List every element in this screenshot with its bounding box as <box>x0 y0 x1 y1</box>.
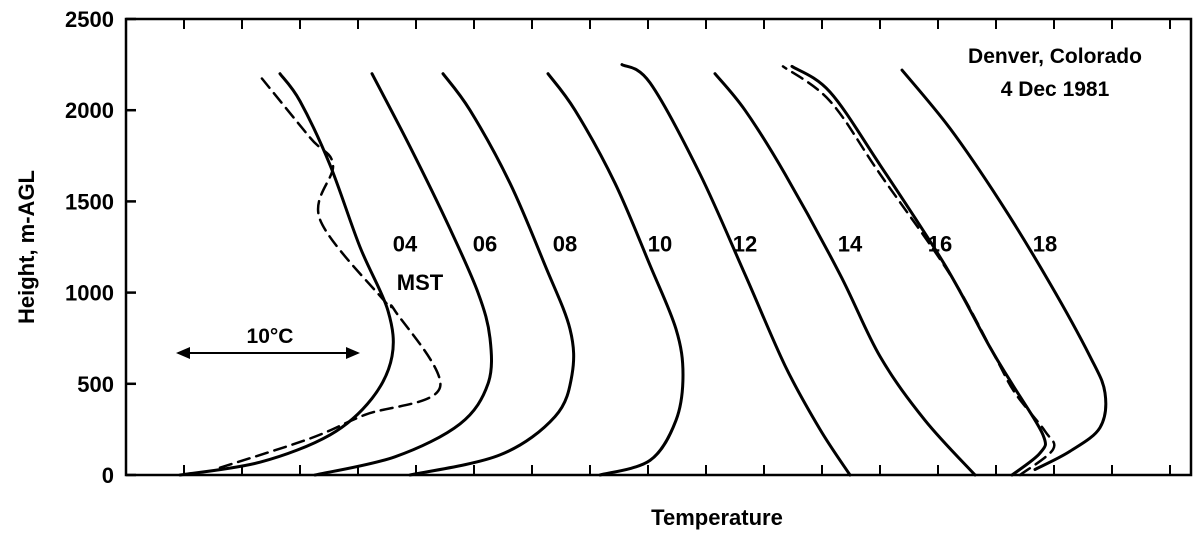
series-label-12: 12 <box>733 231 757 256</box>
x-axis-title: Temperature <box>651 505 783 530</box>
series-line-18 <box>900 68 1108 471</box>
date-annotation: 4 Dec 1981 <box>1001 78 1110 101</box>
series-label-10: 10 <box>648 231 672 256</box>
series-label-14: 14 <box>838 231 863 256</box>
series-line-06 <box>313 72 494 477</box>
scale-arrow-right-head <box>346 347 360 359</box>
series-labels: 04 06 08 10 12 14 16 18 <box>393 231 1057 256</box>
y-tick-label: 2000 <box>65 98 114 123</box>
x-axis-ticks <box>183 19 1171 475</box>
series-line-08 <box>408 72 576 477</box>
scale-label: 10°C <box>247 325 294 348</box>
series-line-12 <box>620 63 852 477</box>
y-tick-label: 1500 <box>65 189 114 214</box>
y-tick-label: 0 <box>102 463 114 488</box>
series-line-04 <box>178 72 395 477</box>
scale-bar: 10°C <box>176 325 360 359</box>
series-label-18: 18 <box>1033 231 1057 256</box>
series-group <box>178 63 1108 477</box>
series-label-06: 06 <box>473 231 497 256</box>
y-tick-label: 1000 <box>65 281 114 306</box>
y-tick-label: 2500 <box>65 7 114 32</box>
plot-border <box>124 17 1193 477</box>
y-tick-label: 500 <box>77 372 114 397</box>
series-line-04-dashed <box>218 72 442 469</box>
y-axis: 0 500 1000 1500 2000 2500 <box>65 7 136 488</box>
series-line-16-dashed <box>781 65 1056 477</box>
time-unit-label: MST <box>397 270 444 295</box>
series-label-04: 04 <box>393 231 418 256</box>
location-annotation: Denver, Colorado <box>968 45 1142 68</box>
series-line-14 <box>713 72 977 477</box>
plot-frame <box>124 17 1193 477</box>
series-label-16: 16 <box>928 231 952 256</box>
series-line-10 <box>546 72 685 477</box>
scale-arrow-left-head <box>176 347 190 359</box>
y-axis-title: Height, m-AGL <box>14 170 39 324</box>
series-label-08: 08 <box>553 231 577 256</box>
